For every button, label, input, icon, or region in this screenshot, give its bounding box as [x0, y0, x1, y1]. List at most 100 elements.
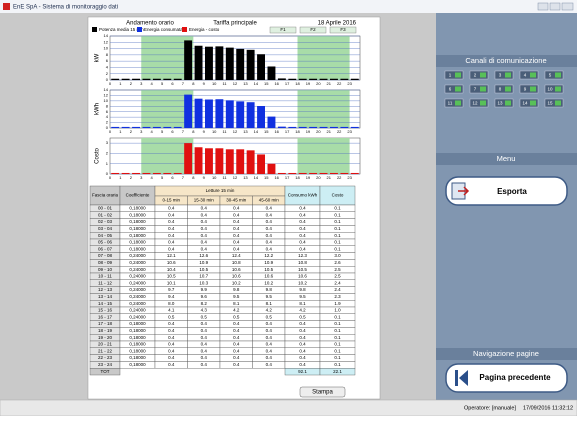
- bar: [173, 126, 182, 128]
- channel-label: 7: [474, 86, 477, 91]
- bar: [142, 78, 151, 80]
- header-sub: 45-60 min: [259, 198, 280, 203]
- channel-icon[interactable]: [444, 70, 464, 80]
- x-tick-label: 6: [171, 81, 174, 86]
- close-button[interactable]: [561, 2, 574, 11]
- channel-icon[interactable]: [444, 84, 464, 94]
- bar: [288, 126, 297, 128]
- report-header-center: Tariffa principale: [213, 21, 257, 27]
- table-cell: 0.4: [168, 226, 175, 231]
- channel-status: [480, 86, 486, 92]
- table-cell: 0,24000: [129, 308, 146, 313]
- table-cell: 0.4: [299, 321, 306, 326]
- table-cell: 22 - 23: [98, 355, 113, 360]
- table-cell: 0.4: [299, 246, 306, 251]
- table-cell: 0.4: [201, 206, 208, 211]
- table-cell: 0,24000: [129, 280, 146, 285]
- channel-icon[interactable]: [444, 98, 464, 108]
- y-tick-label: 1: [106, 161, 109, 166]
- table-cell: 0.1: [334, 233, 341, 238]
- table-cell: 0,24000: [129, 294, 146, 299]
- minimize-button[interactable]: [537, 2, 549, 11]
- y-tick-label: 2: [106, 150, 109, 155]
- channel-status: [555, 72, 561, 78]
- table-cell: 13 - 14: [98, 294, 113, 299]
- channel-icon[interactable]: [544, 70, 564, 80]
- channel-status: [530, 100, 536, 106]
- band-label: F1: [280, 27, 286, 32]
- channel-icon[interactable]: [494, 98, 514, 108]
- x-tick-label: 3: [140, 129, 143, 134]
- bar: [298, 78, 307, 80]
- bar: [111, 172, 120, 174]
- total-label-cell: [89, 368, 121, 376]
- table-cell: 10.9: [264, 260, 273, 265]
- table-cell: 10.1: [167, 280, 176, 285]
- table-cell: 2.4: [334, 287, 341, 292]
- band-box: [329, 26, 357, 34]
- bar: [330, 78, 338, 80]
- y-tick-label: 4: [106, 64, 109, 69]
- table-cell: 0,18000: [129, 219, 146, 224]
- table-cell: 10.2: [232, 280, 241, 285]
- table-cell: 0.4: [201, 342, 208, 347]
- channel-status: [505, 100, 511, 106]
- x-tick-label: 2: [130, 129, 133, 134]
- table-cell: 0.4: [266, 226, 273, 231]
- table-cell: 0.4: [168, 355, 175, 360]
- table-cell: 0,18000: [129, 233, 146, 238]
- table-cell: 8.1: [266, 301, 273, 306]
- table-cell: 21 - 22: [98, 348, 113, 353]
- bar: [194, 98, 203, 128]
- back-button[interactable]: [445, 363, 568, 393]
- channel-label: 2: [474, 72, 477, 77]
- table-cell: 0.4: [266, 240, 273, 245]
- channel-icon[interactable]: [469, 70, 489, 80]
- x-tick-label: 17: [285, 81, 290, 86]
- table-cell: 0,18000: [129, 328, 146, 333]
- channel-icon[interactable]: [469, 98, 489, 108]
- maximize-button[interactable]: [549, 2, 561, 11]
- bar: [205, 46, 213, 80]
- bar: [246, 102, 255, 128]
- channel-icon[interactable]: [519, 84, 539, 94]
- channel-icon[interactable]: [494, 70, 514, 80]
- x-tick-label: 19: [306, 129, 311, 134]
- channel-status: [505, 86, 511, 92]
- x-tick-label: 7: [182, 81, 185, 86]
- table-cell: 0.4: [233, 233, 240, 238]
- table-cell: 17 - 18: [98, 321, 113, 326]
- table-cell: 9.5: [299, 294, 306, 299]
- table-cell: 0,18000: [129, 246, 146, 251]
- bar: [205, 99, 213, 128]
- channel-icon[interactable]: [469, 84, 489, 94]
- x-tick-label: 23: [347, 81, 352, 86]
- table-cell: 0.4: [168, 335, 175, 340]
- export-button[interactable]: [445, 176, 568, 206]
- table-cell: 0.1: [334, 335, 341, 340]
- channel-icon[interactable]: [544, 98, 564, 108]
- table-cell: 10.5: [199, 267, 208, 272]
- table-cell: 0,18000: [129, 348, 146, 353]
- table-cell: 0.4: [168, 321, 175, 326]
- channel-icon[interactable]: [519, 98, 539, 108]
- legend-swatch: [137, 27, 142, 32]
- table-cell: 0.4: [201, 226, 208, 231]
- table-cell: 0.4: [266, 233, 273, 238]
- table-cell: 14 - 15: [98, 301, 113, 306]
- channel-icon[interactable]: [544, 84, 564, 94]
- x-tick-label: 9: [203, 129, 206, 134]
- print-button[interactable]: [299, 386, 346, 398]
- bar: [330, 172, 338, 174]
- channel-icon[interactable]: [519, 70, 539, 80]
- table-cell: 0,18000: [129, 355, 146, 360]
- x-tick-label: 19: [306, 81, 311, 86]
- table-cell: 0.4: [233, 219, 240, 224]
- table-cell: 0,18000: [129, 362, 146, 367]
- channel-icon[interactable]: [494, 84, 514, 94]
- legend-swatch: [92, 27, 97, 32]
- status-datetime: 17/09/2016 11:32:12: [523, 405, 573, 411]
- x-tick-label: 14: [254, 175, 259, 180]
